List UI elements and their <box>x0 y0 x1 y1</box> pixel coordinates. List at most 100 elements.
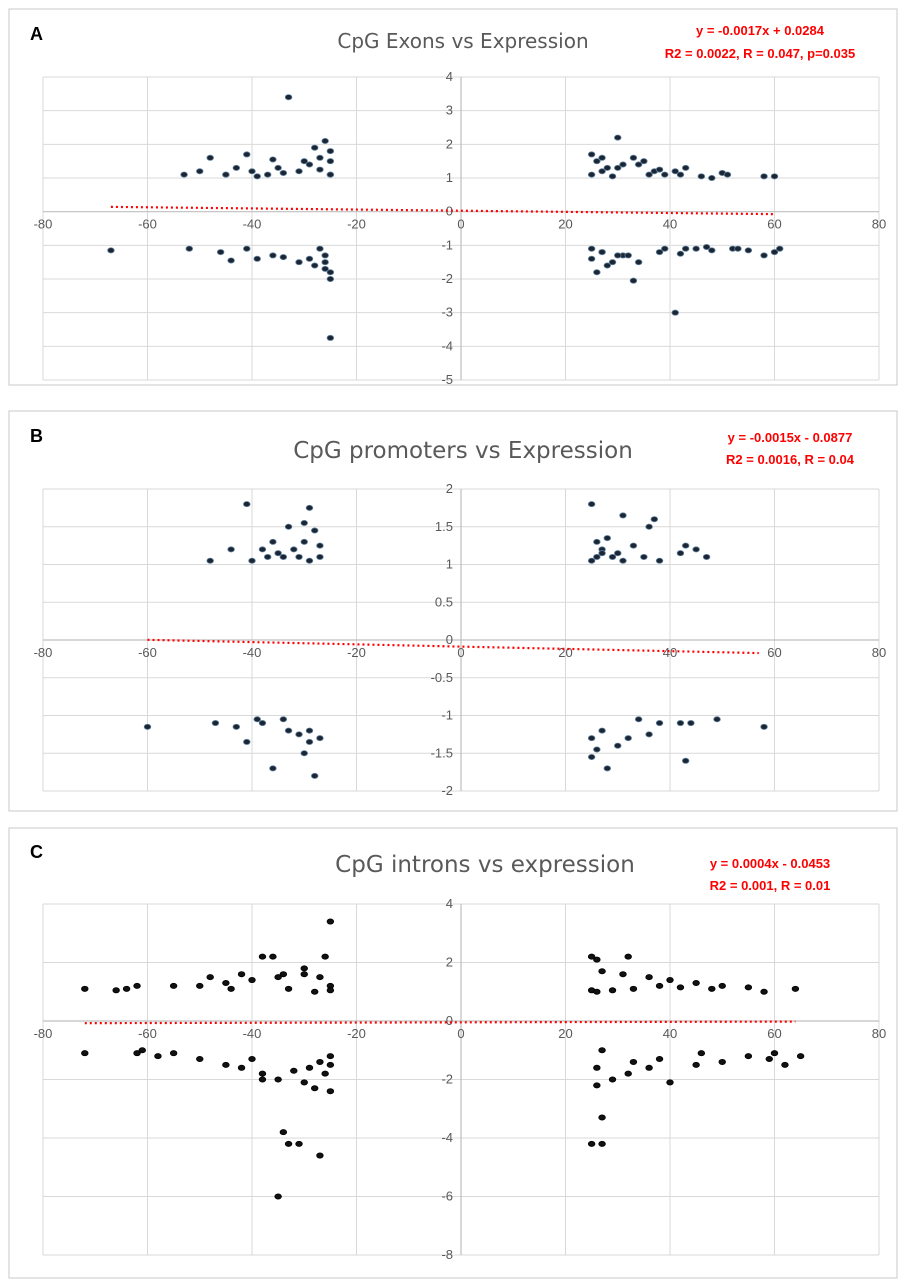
x-tick-label: 80 <box>872 1026 886 1041</box>
data-point <box>305 557 314 564</box>
data-point <box>587 1140 596 1147</box>
data-point <box>692 979 700 986</box>
x-tick-label: 20 <box>558 1026 572 1041</box>
regression-stats: R2 = 0.0016, R = 0.04 <box>726 452 855 467</box>
data-point <box>326 918 335 925</box>
data-point <box>258 953 267 960</box>
data-point <box>655 166 664 173</box>
panel-c: C CpG introns vs expression y = 0.0004x … <box>0 827 899 1279</box>
data-point <box>284 727 293 734</box>
data-point <box>629 277 638 284</box>
y-tick-label: -2 <box>441 783 453 798</box>
data-point <box>655 1056 664 1063</box>
data-point <box>676 550 685 557</box>
panel-letter: C <box>30 842 43 862</box>
data-point <box>232 723 241 730</box>
data-point <box>253 173 261 180</box>
data-point <box>321 259 329 266</box>
chart-frame <box>8 827 898 1279</box>
data-point <box>619 971 627 978</box>
panel-letter: B <box>30 426 43 446</box>
data-point <box>634 259 643 266</box>
data-point <box>248 557 256 564</box>
data-point <box>253 716 261 723</box>
data-point <box>311 262 319 269</box>
y-tick-labels: 4 3 2 1 0 -1 -2 -3 -4 -5 <box>441 69 453 387</box>
data-point <box>676 720 685 727</box>
data-point <box>645 731 653 738</box>
data-point <box>593 269 601 276</box>
data-point <box>708 174 716 181</box>
data-point <box>708 985 716 992</box>
data-point <box>227 257 235 264</box>
data-point <box>760 723 768 730</box>
x-tick-label: -20 <box>347 1026 366 1041</box>
data-point <box>603 535 611 542</box>
data-point <box>614 742 622 749</box>
data-point <box>248 1056 256 1063</box>
data-point <box>603 262 611 269</box>
data-point <box>326 334 335 341</box>
data-point <box>326 1061 335 1068</box>
trendline <box>84 1020 796 1025</box>
panel-letter: A <box>30 24 43 44</box>
data-point <box>593 1064 601 1071</box>
data-point <box>326 987 335 994</box>
data-point <box>300 1079 308 1086</box>
data-point <box>326 171 335 178</box>
data-point <box>765 1056 773 1063</box>
data-point <box>227 546 235 553</box>
trendline-line <box>110 205 775 216</box>
y-tick-label: 0 <box>446 632 453 647</box>
data-point <box>279 716 288 723</box>
data-point <box>258 720 267 727</box>
chart-frame <box>8 8 898 386</box>
data-point <box>614 134 622 141</box>
data-point <box>237 1064 246 1071</box>
data-point <box>796 1053 805 1060</box>
data-point <box>692 546 700 553</box>
chart-a: A CpG Exons vs Expression y = -0.0017x +… <box>8 8 898 387</box>
y-tick-label: -6 <box>441 1189 453 1204</box>
data-point <box>593 158 601 165</box>
x-tick-label: 0 <box>457 1026 464 1041</box>
data-point <box>681 757 690 764</box>
x-tick-label: -60 <box>138 217 157 232</box>
data-point <box>321 953 329 960</box>
data-point <box>723 171 732 178</box>
data-point <box>211 720 220 727</box>
data-point <box>311 1085 319 1092</box>
data-point <box>279 169 288 176</box>
x-tick-label: 0 <box>457 645 464 660</box>
data-point <box>587 557 596 564</box>
data-point <box>681 245 690 252</box>
data-point <box>666 1079 674 1086</box>
x-tick-label: -60 <box>138 645 157 660</box>
data-point <box>608 259 617 266</box>
scatter-points <box>81 918 805 1200</box>
data-point <box>222 1061 230 1068</box>
data-point <box>614 164 622 171</box>
data-point <box>253 255 261 262</box>
y-tick-labels: 2 1.5 1 0.5 0 -0.5 -1 -1.5 -2 <box>431 481 453 798</box>
data-point <box>744 1053 753 1060</box>
data-point <box>676 171 685 178</box>
data-point <box>300 971 308 978</box>
data-point <box>593 538 601 545</box>
data-point <box>760 988 768 995</box>
data-point <box>666 977 674 984</box>
data-point <box>770 249 779 256</box>
data-point <box>645 523 653 530</box>
data-point <box>154 1053 162 1060</box>
data-point <box>284 523 293 530</box>
data-point <box>243 245 251 252</box>
x-tick-labels: -80 -60 -40 -20 0 20 40 60 80 <box>34 1026 887 1041</box>
y-tick-label: 1 <box>446 170 453 185</box>
data-point <box>258 1076 267 1083</box>
data-point <box>634 161 643 168</box>
data-point <box>321 252 329 259</box>
data-point <box>269 252 277 259</box>
data-point <box>311 527 319 534</box>
data-point <box>81 1050 89 1057</box>
data-point <box>311 988 319 995</box>
